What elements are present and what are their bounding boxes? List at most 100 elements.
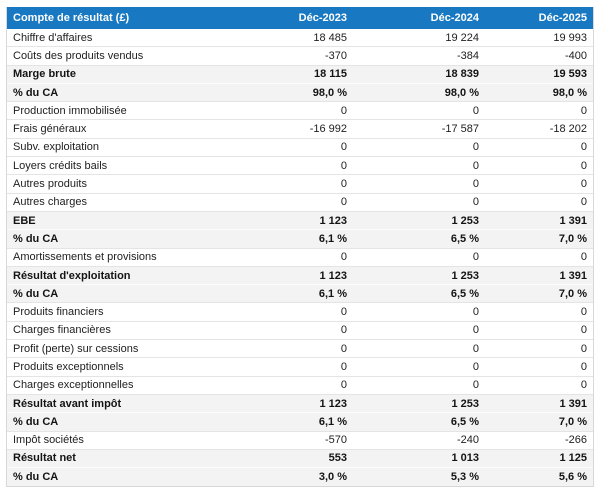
- table-row: Impôt sociétés -570 -240 -266: [7, 431, 593, 450]
- table-row: Autres produits 0 0 0: [7, 175, 593, 194]
- cell-value: 7,0 %: [485, 413, 593, 432]
- table-row: % du CA 3,0 % 5,3 % 5,6 %: [7, 468, 593, 487]
- cell-value: 1 123: [233, 394, 353, 414]
- row-label: Profit (perte) sur cessions: [7, 340, 233, 359]
- row-label: Production immobilisée: [7, 102, 233, 121]
- cell-value: 19 593: [485, 65, 593, 84]
- row-label: Impôt sociétés: [7, 431, 233, 450]
- cell-value: 1 253: [353, 394, 485, 414]
- column-header-dec-2024: Déc-2024: [353, 7, 485, 29]
- cell-value: 1 123: [233, 266, 353, 286]
- cell-value: 1 125: [485, 449, 593, 469]
- cell-value: 553: [233, 449, 353, 469]
- cell-value: 1 253: [353, 211, 485, 231]
- table-row: Production immobilisée 0 0 0: [7, 102, 593, 121]
- cell-value: 1 391: [485, 394, 593, 414]
- cell-value: -266: [485, 431, 593, 450]
- table-row: Produits financiers 0 0 0: [7, 303, 593, 322]
- cell-value: 7,0 %: [485, 285, 593, 304]
- row-label: Résultat net: [7, 449, 233, 469]
- cell-value: 18 115: [233, 65, 353, 84]
- cell-value: 0: [353, 321, 485, 341]
- cell-value: 0: [485, 248, 593, 267]
- table-row: % du CA 6,1 % 6,5 % 7,0 %: [7, 413, 593, 432]
- cell-value: 18 839: [353, 65, 485, 84]
- cell-value: 6,1 %: [233, 230, 353, 249]
- cell-value: 0: [233, 248, 353, 267]
- cell-value: 0: [233, 157, 353, 176]
- table-row: % du CA 98,0 % 98,0 % 98,0 %: [7, 83, 593, 103]
- row-label: Autres produits: [7, 175, 233, 194]
- cell-value: 98,0 %: [485, 83, 593, 103]
- row-label: Marge brute: [7, 65, 233, 84]
- row-label: Charges financières: [7, 321, 233, 341]
- cell-value: -240: [353, 431, 485, 450]
- cell-value: 0: [485, 321, 593, 341]
- cell-value: 1 013: [353, 449, 485, 469]
- cell-value: 6,5 %: [353, 413, 485, 432]
- cell-value: 0: [353, 102, 485, 121]
- cell-value: -370: [233, 47, 353, 66]
- row-label: % du CA: [7, 285, 233, 304]
- cell-value: 0: [353, 376, 485, 395]
- column-header-dec-2023: Déc-2023: [233, 7, 353, 29]
- cell-value: 0: [353, 157, 485, 176]
- cell-value: 0: [485, 340, 593, 359]
- row-label: Amortissements et provisions: [7, 248, 233, 267]
- cell-value: 6,5 %: [353, 285, 485, 304]
- cell-value: 0: [233, 303, 353, 322]
- cell-value: 0: [353, 193, 485, 212]
- cell-value: 5,6 %: [485, 468, 593, 487]
- row-label: % du CA: [7, 230, 233, 249]
- cell-value: 98,0 %: [353, 83, 485, 103]
- table-title: Compte de résultat (£): [7, 7, 233, 29]
- cell-value: 0: [353, 340, 485, 359]
- cell-value: -384: [353, 47, 485, 66]
- table-row: Résultat net 553 1 013 1 125: [7, 449, 593, 469]
- table-row: Coûts des produits vendus -370 -384 -400: [7, 47, 593, 66]
- cell-value: 1 391: [485, 211, 593, 231]
- cell-value: 0: [233, 321, 353, 341]
- row-label: Coûts des produits vendus: [7, 47, 233, 66]
- cell-value: 1 253: [353, 266, 485, 286]
- cell-value: -570: [233, 431, 353, 450]
- table-row: Charges financières 0 0 0: [7, 321, 593, 341]
- table-row: Marge brute 18 115 18 839 19 593: [7, 65, 593, 84]
- table-row: % du CA 6,1 % 6,5 % 7,0 %: [7, 285, 593, 304]
- cell-value: 1 391: [485, 266, 593, 286]
- cell-value: 18 485: [233, 29, 353, 48]
- cell-value: 3,0 %: [233, 468, 353, 487]
- cell-value: 5,3 %: [353, 468, 485, 487]
- cell-value: 0: [353, 175, 485, 194]
- row-label: % du CA: [7, 83, 233, 103]
- cell-value: 7,0 %: [485, 230, 593, 249]
- cell-value: 0: [353, 303, 485, 322]
- cell-value: 0: [353, 358, 485, 377]
- table-body: Chiffre d'affaires 18 485 19 224 19 993 Coût…: [7, 29, 593, 487]
- cell-value: 0: [485, 157, 593, 176]
- table-row: Profit (perte) sur cessions 0 0 0: [7, 340, 593, 359]
- header-row: Compte de résultat (£) Déc-2023 Déc-2024…: [7, 7, 593, 29]
- cell-value: -18 202: [485, 120, 593, 139]
- cell-value: -400: [485, 47, 593, 66]
- cell-value: 0: [353, 138, 485, 158]
- cell-value: 6,1 %: [233, 413, 353, 432]
- table-row: Autres charges 0 0 0: [7, 193, 593, 212]
- row-label: Produits financiers: [7, 303, 233, 322]
- table-row: Charges exceptionnelles 0 0 0: [7, 376, 593, 395]
- row-label: Résultat d'exploitation: [7, 266, 233, 286]
- row-label: Résultat avant impôt: [7, 394, 233, 414]
- table-row: EBE 1 123 1 253 1 391: [7, 211, 593, 231]
- cell-value: 6,1 %: [233, 285, 353, 304]
- income-statement-table: Compte de résultat (£) Déc-2023 Déc-2024…: [6, 7, 594, 488]
- cell-value: 0: [485, 303, 593, 322]
- table-row: % du CA 6,1 % 6,5 % 7,0 %: [7, 230, 593, 249]
- cell-value: -16 992: [233, 120, 353, 139]
- table-row: Subv. exploitation 0 0 0: [7, 138, 593, 158]
- table-row: Résultat avant impôt 1 123 1 253 1 391: [7, 394, 593, 414]
- cell-value: 0: [485, 193, 593, 212]
- cell-value: 6,5 %: [353, 230, 485, 249]
- row-label: Produits exceptionnels: [7, 358, 233, 377]
- cell-value: 0: [233, 102, 353, 121]
- table-row: Frais généraux -16 992 -17 587 -18 202: [7, 120, 593, 139]
